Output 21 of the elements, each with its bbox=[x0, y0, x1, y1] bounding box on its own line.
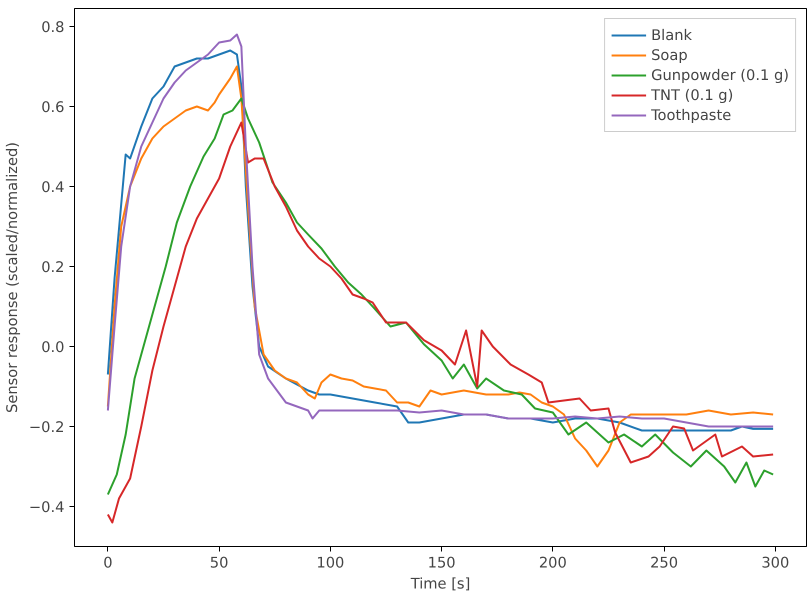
y-tick-label: 0.8 bbox=[41, 19, 65, 36]
legend-label: Gunpowder (0.1 g) bbox=[651, 66, 789, 84]
x-tick-label: 150 bbox=[428, 554, 456, 572]
y-tick-label: 0.0 bbox=[41, 339, 65, 356]
legend-label: Toothpaste bbox=[651, 106, 732, 124]
legend-label: Soap bbox=[651, 46, 688, 64]
x-axis-title: Time [s] bbox=[410, 576, 470, 592]
legend-label: Blank bbox=[651, 26, 692, 44]
x-tick-label: 0 bbox=[103, 554, 113, 572]
y-tick-label: 0.4 bbox=[41, 179, 65, 196]
x-tick-label: 200 bbox=[538, 554, 567, 572]
y-tick-label: −0.2 bbox=[28, 419, 65, 436]
y-axis-title: Sensor response (scaled/normalized) bbox=[4, 142, 21, 413]
y-tick-label: 0.2 bbox=[41, 259, 65, 276]
y-tick-label: 0.6 bbox=[41, 99, 65, 116]
legend-label: TNT (0.1 g) bbox=[651, 86, 734, 104]
x-tick-label: 100 bbox=[316, 554, 344, 572]
x-tick-label: 50 bbox=[210, 554, 228, 572]
x-tick-label: 250 bbox=[650, 554, 678, 572]
x-tick-label: 300 bbox=[761, 554, 790, 572]
y-tick-label: −0.4 bbox=[28, 499, 65, 516]
